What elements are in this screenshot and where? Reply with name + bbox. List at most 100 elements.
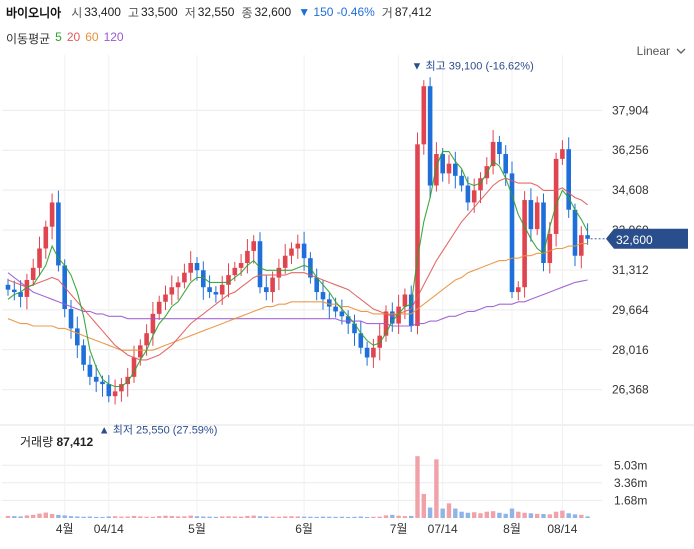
scale-label: Linear xyxy=(636,44,670,58)
x-tick-label: 08/14 xyxy=(547,522,577,536)
volume-bar xyxy=(283,516,288,518)
candle-body xyxy=(301,243,307,259)
volume-bar xyxy=(75,516,80,518)
volume-bar xyxy=(264,516,269,518)
candle-body xyxy=(43,226,49,249)
x-tick-label: 6월 xyxy=(295,522,313,536)
ma60-legend[interactable]: 60 xyxy=(85,30,99,44)
ma5-line xyxy=(7,151,589,388)
candle-body xyxy=(282,255,288,268)
candle-body xyxy=(188,263,193,273)
candle-body xyxy=(471,190,477,203)
volume-bar xyxy=(119,516,124,518)
candle-body xyxy=(100,381,105,385)
candle-body xyxy=(295,243,301,249)
candle-body xyxy=(459,175,464,186)
candle-body xyxy=(478,178,483,191)
volume-bar xyxy=(358,516,363,518)
candle-body xyxy=(138,345,143,358)
max-price-marker: ▼ 최고 39,100 (-16.62%) xyxy=(412,59,534,72)
low-value: 32,550 xyxy=(197,5,235,19)
volume-bar xyxy=(553,511,559,518)
candle-body xyxy=(585,235,590,239)
volume-bar xyxy=(270,516,275,518)
volume-bar xyxy=(238,516,244,518)
volume-bar xyxy=(459,511,464,518)
volume-bar xyxy=(484,511,489,518)
volume-bar xyxy=(541,514,546,518)
candle-body xyxy=(377,335,382,348)
volume-bar xyxy=(377,516,382,518)
candle-body xyxy=(509,173,515,293)
candle-body xyxy=(144,333,149,346)
volume-bar xyxy=(94,516,99,518)
candle-body xyxy=(276,267,282,278)
volume-bar xyxy=(560,510,565,518)
volume-value: 87,412 xyxy=(394,5,432,19)
candle-body xyxy=(81,345,86,365)
volume-bar xyxy=(509,508,515,518)
candle-body xyxy=(232,267,238,276)
volume-bar xyxy=(194,516,200,518)
candle-body xyxy=(402,294,408,307)
current-price-badge xyxy=(606,228,688,249)
ma20-legend[interactable]: 20 xyxy=(66,30,81,44)
scale-dropdown[interactable]: Linear xyxy=(637,44,686,58)
volume-bar xyxy=(427,507,433,518)
candle-body xyxy=(434,154,439,186)
chevron-down-icon xyxy=(676,48,686,54)
volume-bar xyxy=(547,514,552,518)
volume-bar xyxy=(24,515,30,518)
volume-bar xyxy=(478,513,483,518)
candle-body xyxy=(219,284,225,295)
close-label: 종 xyxy=(241,5,253,20)
volume-title: 거래량 xyxy=(20,435,54,449)
candle-body xyxy=(560,149,565,159)
volume-bar xyxy=(383,515,389,518)
ma120-legend[interactable]: 120 xyxy=(103,30,124,44)
candle-body xyxy=(163,294,168,302)
volume-bar xyxy=(68,516,74,518)
price-summary: 바이오니아 시 33,400 고 33,500 저 32,550 종 32,600 ▼ … xyxy=(6,4,439,20)
volume-bar xyxy=(434,459,439,518)
volume-bar xyxy=(446,503,452,518)
high-label: 고 xyxy=(127,5,139,20)
change-value: ▼ 150 -0.46% xyxy=(298,5,375,19)
x-tick-label: 04/14 xyxy=(94,522,124,536)
price-tick-label: 34,608 xyxy=(612,183,649,197)
volume-bar xyxy=(163,515,168,518)
volume-bar xyxy=(572,514,578,518)
volume-bar xyxy=(232,516,237,518)
candle-body xyxy=(547,233,553,264)
candle-body xyxy=(201,270,206,288)
candle-body xyxy=(364,347,370,358)
candle-body xyxy=(320,292,326,300)
candle-body xyxy=(238,263,244,268)
candle-body xyxy=(68,309,74,329)
candle-body xyxy=(396,306,401,324)
candle-body xyxy=(579,235,584,256)
volume-bar xyxy=(138,516,143,518)
candle-body xyxy=(12,289,17,293)
candle-body xyxy=(264,287,269,293)
candle-body xyxy=(446,163,452,174)
candle-body xyxy=(112,391,118,397)
candle-body xyxy=(106,384,112,397)
volume-bar xyxy=(566,513,571,518)
volume-bar xyxy=(585,516,590,518)
candle-body xyxy=(245,250,250,264)
x-tick-label: 7월 xyxy=(390,522,408,536)
volume-tick-label: 5.03m xyxy=(614,458,647,472)
volume-bar xyxy=(182,516,187,518)
candle-body xyxy=(5,284,11,290)
candle-body xyxy=(49,202,55,227)
candle-body xyxy=(522,200,527,288)
volume-bar xyxy=(87,516,93,518)
volume-bar xyxy=(226,516,231,518)
candle-body xyxy=(119,384,124,392)
ma5-legend[interactable]: 5 xyxy=(55,30,62,44)
volume-bar xyxy=(100,516,105,518)
volume-bar xyxy=(175,516,181,518)
volume-bar xyxy=(150,516,156,518)
